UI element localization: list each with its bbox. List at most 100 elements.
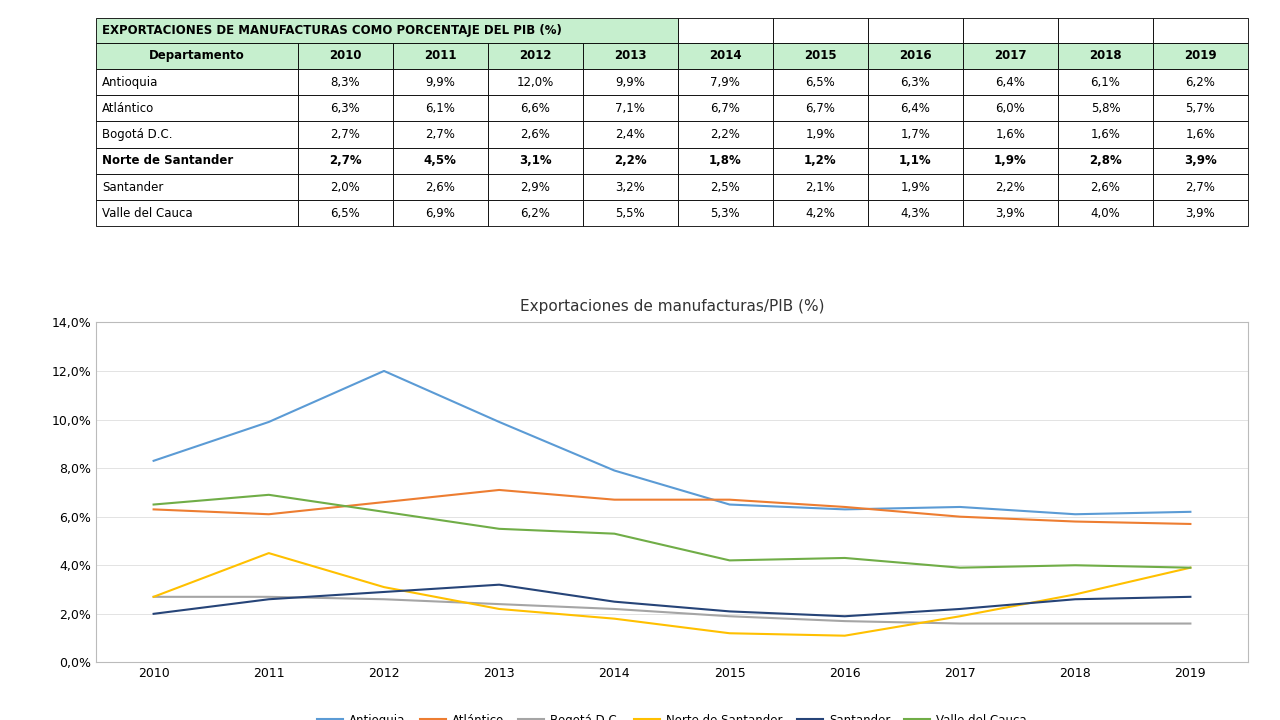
- Text: 1,9%: 1,9%: [900, 181, 931, 194]
- Bar: [678, 95, 773, 122]
- Text: 5,3%: 5,3%: [710, 207, 740, 220]
- Bar: [582, 200, 678, 226]
- Bar: [1059, 122, 1153, 148]
- Norte de Santander: [261, 549, 276, 557]
- Legend: Antioquia, Atlántico, Bogotá D.C., Norte de Santander, Santander, Valle del Cauc: Antioquia, Atlántico, Bogotá D.C., Norte…: [312, 709, 1032, 720]
- Bar: [1153, 69, 1248, 95]
- Valle del Cauca: [492, 524, 507, 533]
- Text: 6,5%: 6,5%: [805, 76, 835, 89]
- Text: Departamento: Departamento: [148, 50, 244, 63]
- Bar: [1153, 18, 1248, 42]
- Bar: [298, 148, 393, 174]
- Bar: [488, 200, 582, 226]
- Antioquia: [837, 505, 852, 513]
- Antioquia: [376, 366, 392, 375]
- Bar: [96, 69, 298, 95]
- Text: 1,9%: 1,9%: [995, 154, 1027, 167]
- Bar: [868, 148, 963, 174]
- Text: 5,7%: 5,7%: [1185, 102, 1215, 114]
- Bar: [582, 42, 678, 69]
- Text: 1,6%: 1,6%: [1185, 128, 1216, 141]
- Text: Valle del Cauca: Valle del Cauca: [102, 207, 192, 220]
- Valle del Cauca: [261, 490, 276, 499]
- Bar: [963, 122, 1059, 148]
- Bar: [678, 69, 773, 95]
- Line: Norte de Santander: Norte de Santander: [154, 553, 1190, 636]
- Text: 2011: 2011: [424, 50, 457, 63]
- Text: 2,6%: 2,6%: [520, 128, 550, 141]
- Bar: [582, 174, 678, 200]
- Norte de Santander: [952, 612, 968, 621]
- Bar: [678, 122, 773, 148]
- Bar: [678, 42, 773, 69]
- Text: 2,6%: 2,6%: [425, 181, 456, 194]
- Text: Antioquia: Antioquia: [102, 76, 159, 89]
- Bar: [298, 42, 393, 69]
- Text: 2,4%: 2,4%: [616, 128, 645, 141]
- Bar: [96, 174, 298, 200]
- Valle del Cauca: [376, 508, 392, 516]
- Bar: [963, 69, 1059, 95]
- Text: 2,1%: 2,1%: [805, 181, 836, 194]
- Text: 2,6%: 2,6%: [1091, 181, 1120, 194]
- Bar: [1059, 69, 1153, 95]
- Bogotá D.C.: [722, 612, 737, 621]
- Bar: [298, 122, 393, 148]
- Text: 2,0%: 2,0%: [330, 181, 360, 194]
- Bar: [963, 18, 1059, 42]
- Text: 3,9%: 3,9%: [996, 207, 1025, 220]
- Norte de Santander: [146, 593, 161, 601]
- Text: 6,3%: 6,3%: [901, 76, 931, 89]
- Text: 1,7%: 1,7%: [900, 128, 931, 141]
- Text: 6,1%: 6,1%: [425, 102, 456, 114]
- Bar: [868, 200, 963, 226]
- Atlántico: [376, 498, 392, 506]
- Bar: [868, 18, 963, 42]
- Line: Antioquia: Antioquia: [154, 371, 1190, 514]
- Antioquia: [952, 503, 968, 511]
- Bar: [96, 148, 298, 174]
- Santander: [261, 595, 276, 603]
- Valle del Cauca: [1183, 563, 1198, 572]
- Bar: [1059, 18, 1153, 42]
- Text: 2,7%: 2,7%: [330, 128, 360, 141]
- Bar: [868, 42, 963, 69]
- Text: 3,1%: 3,1%: [518, 154, 552, 167]
- Bar: [488, 122, 582, 148]
- Bar: [1153, 42, 1248, 69]
- Bar: [393, 122, 488, 148]
- Text: 1,9%: 1,9%: [805, 128, 836, 141]
- Bar: [488, 42, 582, 69]
- Bar: [678, 200, 773, 226]
- Atlántico: [146, 505, 161, 513]
- Bar: [488, 69, 582, 95]
- Norte de Santander: [722, 629, 737, 638]
- Line: Atlántico: Atlántico: [154, 490, 1190, 524]
- Text: 6,2%: 6,2%: [520, 207, 550, 220]
- Bogotá D.C.: [607, 605, 622, 613]
- Text: 1,6%: 1,6%: [1091, 128, 1120, 141]
- Bar: [868, 69, 963, 95]
- Santander: [722, 607, 737, 616]
- Text: 7,1%: 7,1%: [616, 102, 645, 114]
- Valle del Cauca: [1068, 561, 1083, 570]
- Norte de Santander: [607, 614, 622, 623]
- Bar: [678, 148, 773, 174]
- Text: 9,9%: 9,9%: [425, 76, 456, 89]
- Text: 2018: 2018: [1089, 50, 1121, 63]
- Text: 6,7%: 6,7%: [805, 102, 836, 114]
- Line: Bogotá D.C.: Bogotá D.C.: [154, 597, 1190, 624]
- Bar: [96, 200, 298, 226]
- Santander: [376, 588, 392, 596]
- Bar: [393, 42, 488, 69]
- Bogotá D.C.: [261, 593, 276, 601]
- Line: Santander: Santander: [154, 585, 1190, 616]
- Bar: [868, 122, 963, 148]
- Antioquia: [607, 467, 622, 475]
- Atlántico: [261, 510, 276, 518]
- Antioquia: [261, 418, 276, 426]
- Bogotá D.C.: [837, 617, 852, 626]
- Bogotá D.C.: [376, 595, 392, 603]
- Bar: [393, 95, 488, 122]
- Text: 2,2%: 2,2%: [614, 154, 646, 167]
